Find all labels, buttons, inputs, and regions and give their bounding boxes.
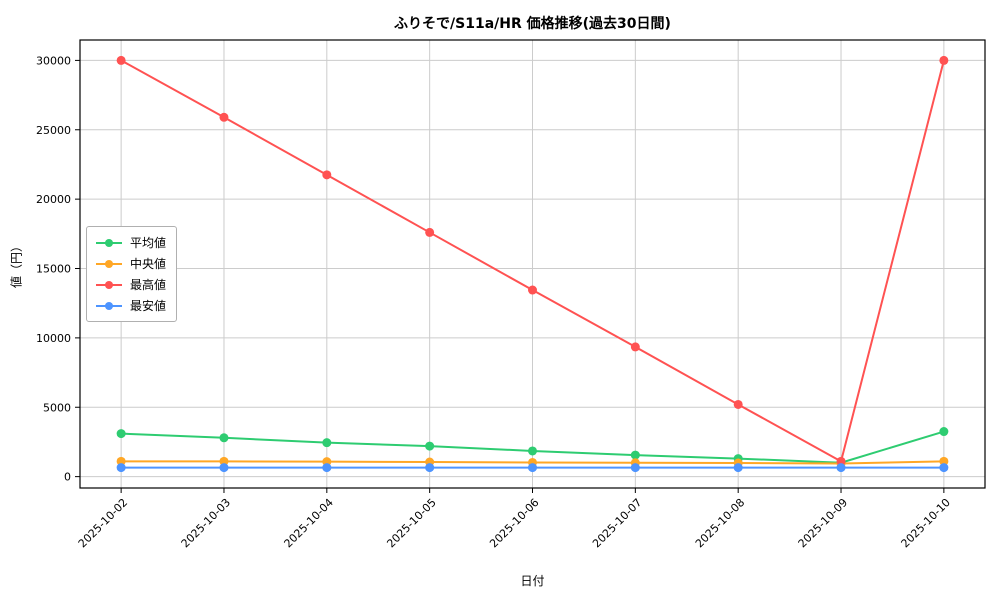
data-point [528,285,537,295]
data-point [836,463,846,473]
x-axis-label: 日付 [520,574,545,588]
data-point [116,463,126,473]
data-point [116,456,126,466]
data-point [425,227,435,237]
data-point [630,450,640,460]
data-point [219,463,229,473]
plot-border [79,39,986,489]
chart-title: ふりそで/S11a/HR 価格推移(過去30日間) [394,16,671,32]
legend-label: 最高値 [130,278,167,292]
y-tick-label: 5000 [43,401,71,414]
data-point [116,429,126,439]
y-axis-label: 値（円） [9,239,24,289]
data-point [939,463,949,473]
legend-marker-icon [96,301,122,310]
data-point [939,427,949,437]
y-axis: 0 5000 10000 15000 20000 25000 30000 [36,54,80,484]
x-tick-label: 2025-10-09 [796,496,850,550]
legend-label: 最安値 [130,299,167,313]
legend: 平均値中央値最高値最安値 [86,226,178,322]
data-point [939,55,949,65]
y-tick-label: 20000 [36,193,71,206]
x-tick-label: 2025-10-03 [179,496,233,550]
legend-label: 中央値 [130,257,167,271]
series-3 [116,463,949,473]
data-point [733,463,743,473]
data-point [322,170,332,180]
y-tick-label: 30000 [36,54,71,67]
y-tick-label: 10000 [36,332,71,345]
data-point [219,456,229,466]
x-tick-label: 2025-10-08 [693,496,747,550]
legend-marker-icon [96,238,122,247]
data-point [322,463,332,473]
x-tick-label: 2025-10-05 [384,496,438,550]
x-tick-label: 2025-10-04 [282,496,336,550]
x-tick-label: 2025-10-06 [487,496,541,550]
x-tick-label: 2025-10-10 [899,496,953,550]
y-tick-label: 25000 [36,124,71,137]
x-tick-label: 2025-10-07 [590,496,644,550]
legend-marker-icon [96,280,122,289]
data-point [939,456,949,466]
data-point [425,463,435,473]
legend-item: 平均値 [95,234,166,251]
legend-marker-icon [96,259,122,268]
x-axis: 2025-10-02 2025-10-03 2025-10-04 2025-10-05… [76,488,953,550]
data-point [116,55,126,65]
data-point [425,441,435,451]
data-point [630,342,640,352]
legend-item: 最安値 [95,297,166,314]
data-point [630,463,640,473]
y-tick-label: 15000 [36,263,71,276]
data-point [219,112,229,122]
legend-item: 中央値 [95,255,166,272]
data-point [733,399,743,409]
series-2 [116,55,949,466]
data-point [836,456,846,466]
data-point [322,438,332,448]
data-point [528,446,537,456]
legend-item: 最高値 [95,276,166,293]
data-point [528,463,537,473]
data-point [219,433,229,443]
legend-label: 平均値 [130,236,167,250]
x-tick-label: 2025-10-02 [76,496,130,550]
grid [80,40,985,488]
y-tick-label: 0 [64,471,71,484]
